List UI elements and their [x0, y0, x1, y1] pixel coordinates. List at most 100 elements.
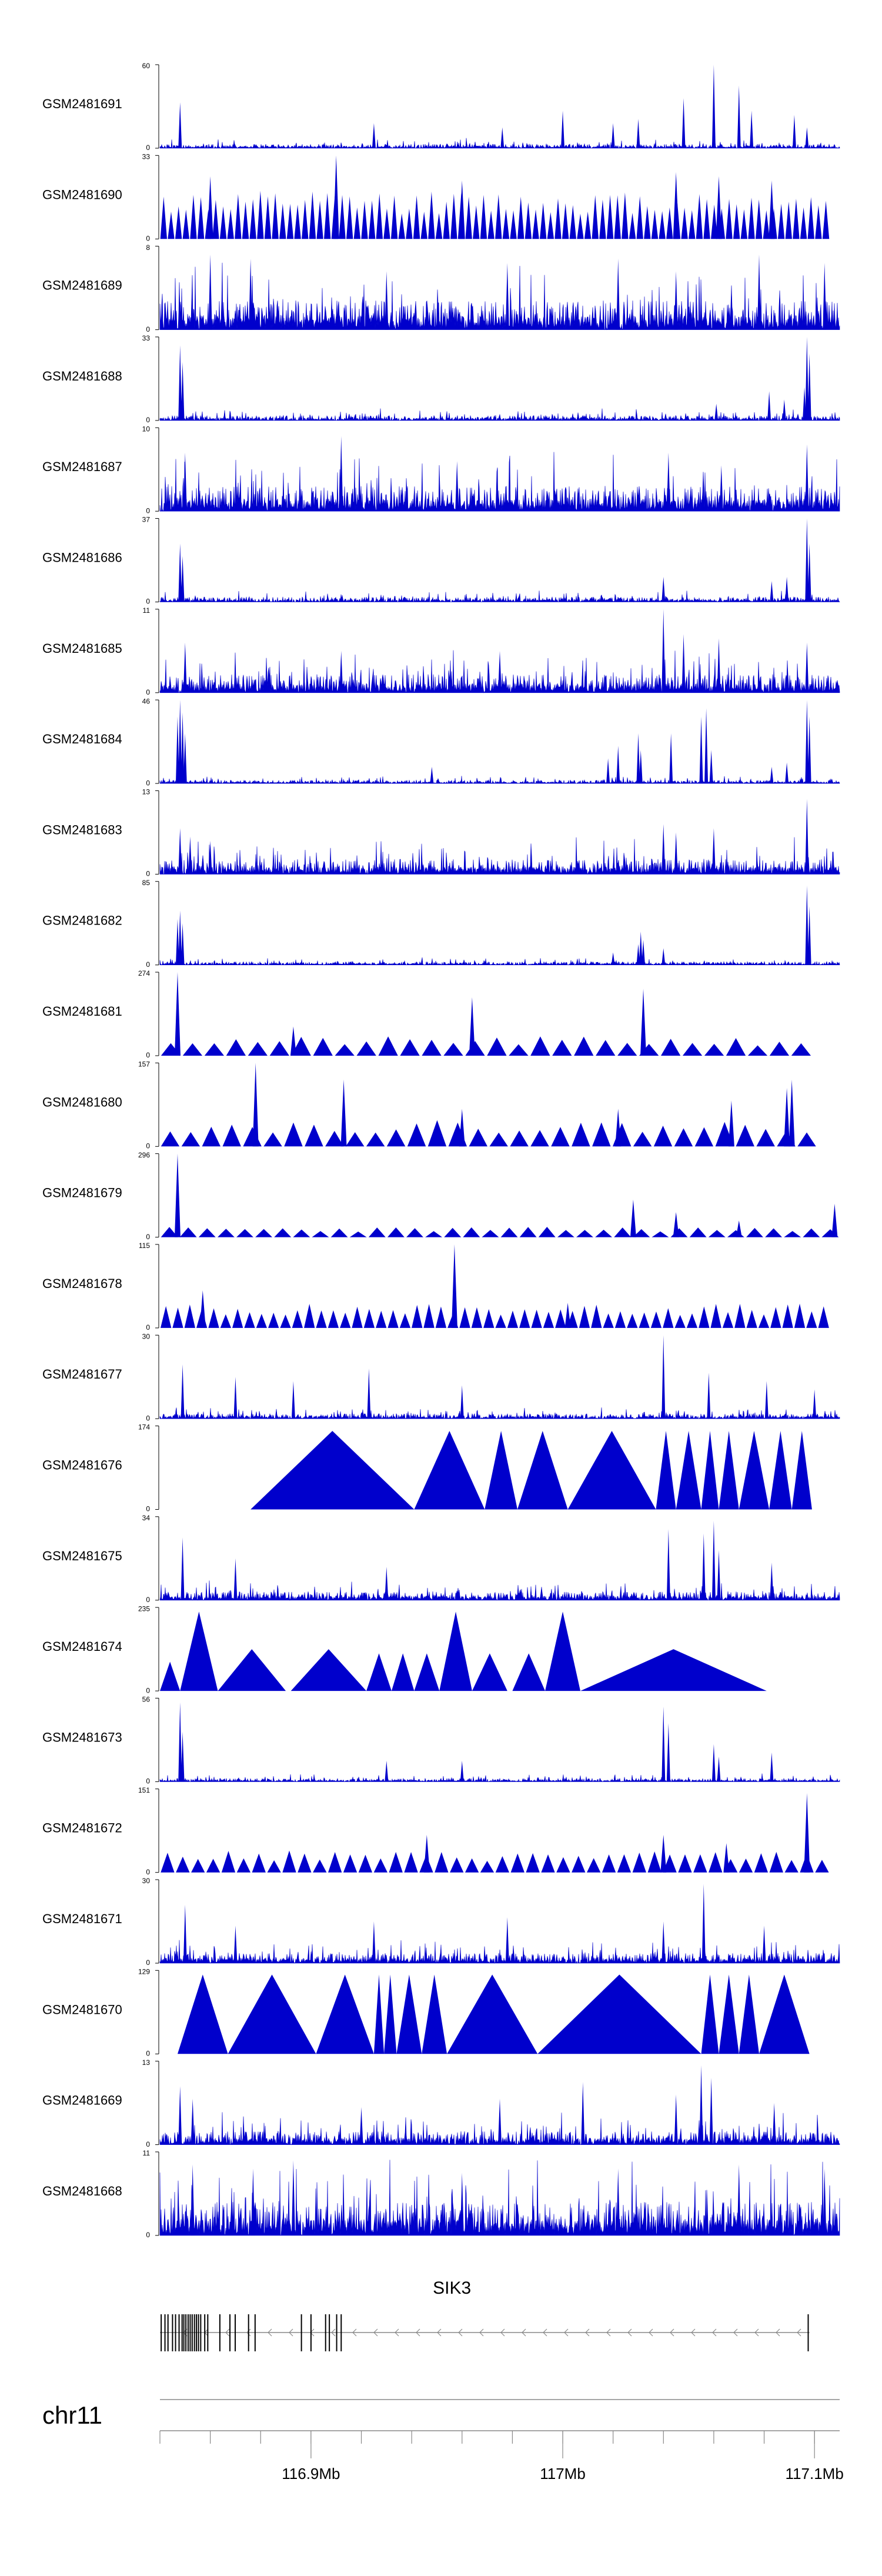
x-tick-label: 117Mb: [540, 2465, 586, 2482]
y-zero-label: 0: [146, 1233, 150, 1241]
strand-arrow: [543, 2328, 547, 2337]
track-label: GSM2481690: [42, 187, 122, 202]
signal-segment: [599, 199, 606, 239]
signal-segment: [562, 203, 569, 239]
signal-segment: [298, 1853, 312, 1873]
signal-segment: [495, 1856, 510, 1873]
signal-segment: [617, 1043, 637, 1056]
signal-segment: [711, 204, 718, 239]
signal-peak: [789, 1079, 795, 1147]
signal-peak: [662, 609, 666, 693]
signal-segment: [160, 1661, 181, 1691]
signal-segment: [353, 207, 361, 239]
signal-peak: [807, 353, 811, 421]
signal-segment: [368, 1227, 386, 1237]
strand-arrow: [268, 2328, 272, 2337]
signal-segment: [756, 1129, 775, 1147]
signal-peak: [805, 799, 809, 875]
signal-segment: [312, 1231, 329, 1237]
y-zero-label: 0: [146, 2140, 150, 2148]
signal-segment: [719, 1431, 739, 1510]
signal-segment: [390, 195, 398, 239]
signal-segment: [328, 1851, 342, 1873]
signal-peak: [183, 642, 187, 693]
y-zero-label: 0: [146, 1868, 150, 1876]
signal-segment: [736, 1125, 754, 1147]
signal-peak: [183, 733, 187, 784]
y-max-label: 174: [138, 1423, 150, 1432]
signal-segment: [754, 1853, 769, 1873]
signal-segment: [596, 1040, 616, 1056]
signal-segment: [465, 1041, 485, 1056]
signal-segment: [769, 1042, 790, 1056]
signal-segment: [524, 202, 532, 239]
signal-segment: [614, 1311, 626, 1328]
signal-peak: [707, 1373, 711, 1419]
signal-segment: [257, 191, 264, 239]
signal-segment: [181, 1132, 201, 1147]
signal-segment: [480, 1860, 495, 1873]
signal-peak: [772, 2103, 776, 2145]
track-GSM2481673: GSM2481673 56 0: [42, 1696, 840, 1786]
signal-peak: [174, 972, 181, 1056]
signal-segment: [739, 1974, 759, 2054]
track-GSM2481672: GSM2481672 151 0: [42, 1786, 829, 1876]
signal-peak: [640, 989, 647, 1056]
signal-peak: [505, 1917, 509, 1963]
signal-segment: [384, 1974, 397, 2054]
signal-peak: [178, 700, 182, 784]
signal-peak: [639, 750, 643, 784]
signal-segment: [465, 1858, 479, 1873]
signal-peak: [770, 766, 774, 784]
signal-area: [159, 138, 840, 149]
signal-peak: [736, 1220, 742, 1237]
signal-segment: [592, 195, 599, 239]
x-tick-label: 117.1Mb: [786, 2465, 844, 2482]
signal-segment: [447, 1974, 538, 2054]
signal-peak: [339, 650, 343, 693]
signal-peak: [805, 518, 809, 602]
y-max-label: 151: [138, 1786, 150, 1794]
signal-peak: [561, 111, 565, 148]
signal-segment: [202, 1126, 221, 1147]
track-label: GSM2481685: [42, 641, 122, 656]
signal-segment: [324, 193, 331, 239]
signal-segment: [373, 1858, 387, 1873]
signal-segment: [519, 1227, 537, 1237]
signal-peak: [709, 2078, 713, 2145]
signal-peak: [498, 650, 502, 693]
signal-peak: [750, 111, 754, 148]
track-GSM2481676: GSM2481676 174 0: [42, 1423, 812, 1513]
signal-peak: [813, 1389, 817, 1419]
signal-segment: [286, 203, 294, 239]
signal-segment: [633, 1229, 650, 1237]
signal-segment: [689, 210, 696, 239]
signal-peak: [669, 733, 673, 784]
y-zero-label: 0: [146, 506, 150, 515]
signal-segment: [219, 206, 227, 239]
signal-segment: [572, 1123, 590, 1147]
signal-peak: [181, 1537, 185, 1600]
signal-peak: [615, 1109, 622, 1147]
signal-segment: [543, 1312, 554, 1328]
signal-segment: [387, 1227, 405, 1237]
signal-peak: [339, 436, 343, 512]
strand-arrow: [733, 2328, 738, 2337]
track-label: GSM2481668: [42, 2184, 122, 2198]
track-label: GSM2481674: [42, 1639, 122, 1654]
signal-segment: [545, 1611, 581, 1691]
signal-segment: [770, 1307, 781, 1328]
signal-peak: [178, 910, 182, 965]
signal-segment: [614, 1227, 632, 1237]
signal-peak: [699, 716, 703, 784]
signal-segment: [769, 1851, 783, 1873]
strand-arrow: [691, 2328, 696, 2337]
signal-segment: [663, 1854, 677, 1873]
y-max-label: 157: [138, 1060, 150, 1068]
signal-segment: [450, 193, 457, 239]
genome-axis: chr11 116.9Mb 117Mb 117.1Mb: [42, 2399, 844, 2482]
signal-segment: [815, 1860, 829, 1873]
track-GSM2481690: GSM2481690 33 0: [42, 152, 830, 242]
signal-segment: [670, 1228, 688, 1237]
strand-arrow: [395, 2328, 399, 2337]
